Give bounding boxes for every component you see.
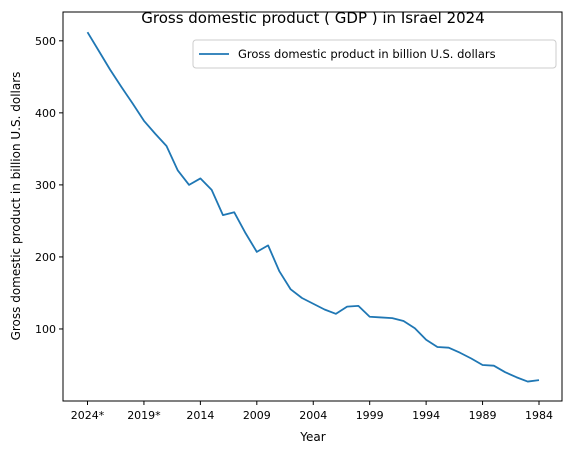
x-tick-label: 2014: [186, 409, 214, 422]
x-tick-label: 1999: [356, 409, 384, 422]
x-tick-label: 2004: [299, 409, 327, 422]
y-axis-label: Gross domestic product in billion U.S. d…: [9, 72, 23, 341]
y-tick-label: 500: [35, 35, 56, 48]
legend-box: [192, 39, 557, 69]
x-tick-label: 1984: [525, 409, 553, 422]
x-tick-label: 2024*: [71, 409, 105, 422]
plot-frame: [62, 11, 563, 402]
x-tick-label: 1994: [412, 409, 440, 422]
x-tick-label: 2019*: [127, 409, 161, 422]
legend: Gross domestic product in billion U.S. d…: [192, 39, 557, 69]
x-tick-label: 1989: [469, 409, 497, 422]
x-axis-label: Year: [299, 430, 325, 444]
plot-area: [86, 31, 540, 383]
x-tick-label: 2009: [243, 409, 271, 422]
y-tick-label: 300: [35, 179, 56, 192]
series-line-gdp: [86, 31, 540, 383]
y-tick-label: 400: [35, 107, 56, 120]
y-tick-label: 100: [35, 323, 56, 336]
y-tick-label: 200: [35, 251, 56, 264]
x-axis: 2024* 2019* 2014 2009 2004 1999 1994 1989 1984: [71, 401, 553, 422]
legend-label: Gross domestic product in billion U.S. d…: [238, 47, 496, 61]
chart-title: Gross domestic product ( GDP ) in Israel…: [141, 9, 485, 27]
y-axis: 100 200 300 400 500: [35, 35, 63, 336]
